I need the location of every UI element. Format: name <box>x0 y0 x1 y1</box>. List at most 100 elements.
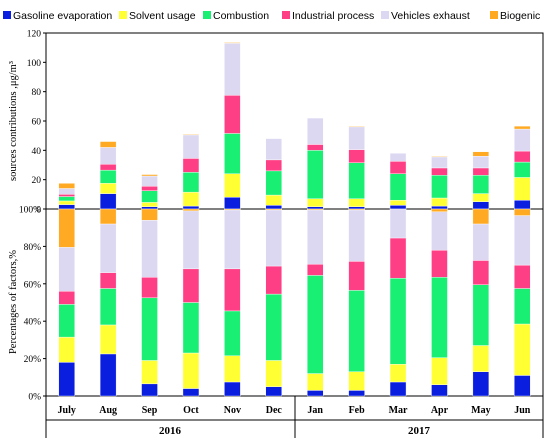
bottom-bar-gasoline-jun <box>514 375 531 397</box>
top-bar-solvent-mar <box>389 199 407 206</box>
month-label-dec: Dec <box>266 405 283 416</box>
top-bar-gasoline-may <box>472 201 490 210</box>
top-bar-solvent-apr <box>431 197 448 207</box>
bottom-bar-biogenic-apr <box>431 208 448 213</box>
bottom-bar-biogenic-nov <box>224 208 241 211</box>
month-label-feb: Feb <box>349 405 366 416</box>
bottom-bar-industrial-july <box>58 291 75 305</box>
bottom-bar-solvent-sep <box>141 360 158 385</box>
bottom-y-tick-label: 20% <box>24 355 42 365</box>
bottom-bar-vehicles-nov <box>224 209 241 270</box>
legend-label-industrial: Industrial process <box>292 10 374 22</box>
top-bar-vehicles-nov <box>224 43 241 96</box>
top-y-axis-label: sources contributions ,μg/m³ <box>8 61 19 181</box>
bottom-bar-combustion-dec <box>265 293 282 361</box>
bottom-bar-vehicles-sep <box>141 220 158 278</box>
bottom-bar-biogenic-jan <box>307 208 324 211</box>
top-bar-biogenic-sep <box>141 174 158 177</box>
bottom-y-tick-label: 40% <box>24 318 42 328</box>
top-bar-combustion-jan <box>307 150 324 199</box>
top-bar-combustion-july <box>58 196 75 202</box>
top-bar-biogenic-jun <box>514 125 531 130</box>
chart-legend: Gasoline evaporation Solvent usage Combu… <box>3 10 540 22</box>
bottom-y-axis-label: Percentages of factors,% <box>8 250 19 354</box>
year-label-2016: 2016 <box>159 425 182 437</box>
month-label-apr: Apr <box>431 405 449 416</box>
top-bar-combustion-nov <box>224 133 241 174</box>
top-bar-industrial-jun <box>514 150 531 163</box>
bottom-bar-biogenic-oct <box>182 208 200 212</box>
bottom-bar-industrial-may <box>472 260 490 285</box>
bottom-bar-gasoline-oct <box>182 388 200 397</box>
bottom-bar-combustion-july <box>58 304 75 338</box>
bottom-bar-combustion-may <box>472 284 490 346</box>
top-bar-combustion-mar <box>389 173 407 201</box>
top-bar-solvent-feb <box>348 198 365 208</box>
top-bar-combustion-feb <box>348 162 365 199</box>
top-bar-industrial-july <box>58 194 75 197</box>
top-bar-biogenic-oct <box>182 133 200 136</box>
top-bar-solvent-oct <box>182 191 200 207</box>
bottom-bar-vehicles-jun <box>514 215 531 266</box>
top-bar-industrial-aug <box>99 164 117 171</box>
top-bar-gasoline-apr <box>431 205 448 210</box>
bottom-bar-industrial-apr <box>431 249 448 278</box>
bottom-bar-gasoline-nov <box>224 381 241 397</box>
bottom-bar-biogenic-july <box>58 208 75 248</box>
bottom-bar-solvent-nov <box>224 355 241 383</box>
top-bar-combustion-apr <box>431 175 448 199</box>
bottom-bar-gasoline-may <box>472 371 490 397</box>
bottom-bar-biogenic-jun <box>514 208 531 216</box>
month-label-mar: Mar <box>389 405 408 416</box>
top-bar-solvent-dec <box>265 194 282 206</box>
bottom-bar-vehicles-oct <box>182 210 200 270</box>
bottom-bar-biogenic-feb <box>348 208 365 211</box>
bottom-bar-combustion-jan <box>307 275 324 374</box>
top-bar-industrial-apr <box>431 167 448 176</box>
top-bar-industrial-mar <box>389 161 407 174</box>
bottom-bar-solvent-july <box>58 336 75 363</box>
bottom-bar-industrial-feb <box>348 261 365 291</box>
top-bar-vehicles-july <box>58 188 75 195</box>
bottom-bar-solvent-feb <box>348 371 365 391</box>
bottom-bar-combustion-apr <box>431 277 448 358</box>
bottom-bar-gasoline-july <box>58 362 75 397</box>
top-bar-industrial-may <box>472 167 490 176</box>
top-bar-gasoline-oct <box>182 205 200 210</box>
bottom-bar-gasoline-dec <box>265 386 282 397</box>
top-bar-vehicles-mar <box>389 153 407 162</box>
top-bar-biogenic-feb <box>348 125 365 128</box>
top-bar-biogenic-nov <box>224 42 241 44</box>
legend-swatch-gasoline <box>3 11 11 19</box>
bottom-bar-solvent-may <box>472 345 490 372</box>
top-y-tick-label: 40 <box>32 147 42 157</box>
top-y-tick-label: 60 <box>32 118 42 128</box>
bottom-bar-industrial-oct <box>182 268 200 303</box>
bottom-panel-frame <box>45 208 544 397</box>
top-bar-biogenic-apr <box>431 155 448 158</box>
year-label-2017: 2017 <box>408 425 431 437</box>
legend-label-combustion: Combustion <box>213 10 269 22</box>
bottom-bar-solvent-apr <box>431 357 448 385</box>
legend-swatch-vehicles <box>381 11 389 19</box>
legend-label-solvent: Solvent usage <box>129 10 196 22</box>
top-y-tick-label: 100 <box>27 59 42 69</box>
top-y-ticks: 0 20 40 60 80 100 120 <box>27 30 46 216</box>
bottom-bar-industrial-jan <box>307 263 324 276</box>
bottom-bar-industrial-aug <box>99 272 117 289</box>
bottom-y-ticks: 0% 20% 40% 60% 80% 100% <box>19 206 46 403</box>
bottom-bar-vehicles-mar <box>389 208 407 239</box>
top-y-tick-label: 20 <box>32 176 42 186</box>
top-bar-industrial-jan <box>307 144 324 151</box>
top-bar-combustion-oct <box>182 172 200 193</box>
bottom-bar-industrial-mar <box>389 237 407 279</box>
bottom-bar-biogenic-dec <box>265 208 282 211</box>
top-bar-gasoline-mar <box>389 205 407 210</box>
top-bar-industrial-feb <box>348 149 365 164</box>
top-bar-combustion-dec <box>265 170 282 196</box>
legend-swatch-solvent <box>119 11 127 19</box>
month-label-jun: Jun <box>514 405 531 416</box>
month-label-jan: Jan <box>307 405 323 416</box>
top-bar-gasoline-jun <box>514 199 531 210</box>
bottom-bar-gasoline-apr <box>431 384 448 397</box>
